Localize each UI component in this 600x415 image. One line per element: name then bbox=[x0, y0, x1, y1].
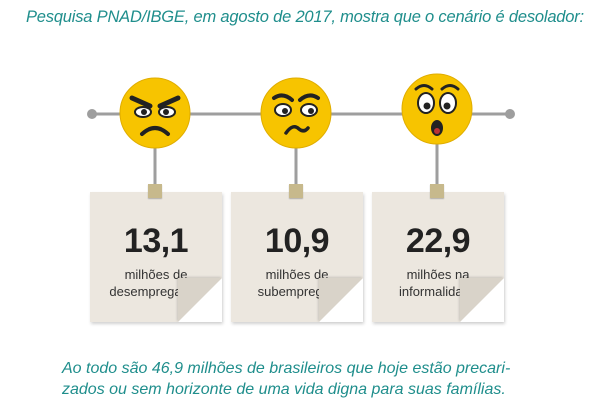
pin bbox=[289, 184, 303, 198]
headline: Pesquisa PNAD/IBGE, em agosto de 2017, m… bbox=[26, 8, 584, 26]
stat-description: milhões na informalidade bbox=[376, 266, 500, 300]
pin bbox=[430, 184, 444, 198]
angry-face-icon bbox=[119, 77, 191, 149]
frowning-face-icon bbox=[260, 77, 332, 149]
footer-text: Ao todo são 46,9 milhões de brasileiros … bbox=[62, 358, 582, 400]
stat-card-unemployed: 13,1 milhões de desempregados bbox=[90, 192, 222, 322]
stat-value: 10,9 bbox=[264, 222, 330, 260]
stat-description: milhões de desempregados bbox=[94, 266, 218, 300]
stat-value: 13,1 bbox=[123, 222, 189, 260]
footer-line: zados ou sem horizonte de uma vida digna… bbox=[62, 381, 506, 398]
stat-description-line: milhões de bbox=[124, 267, 188, 282]
footer-line: Ao todo são 46,9 milhões de brasileiros … bbox=[62, 360, 511, 377]
stat-description: milhões de subempregos bbox=[235, 266, 359, 300]
shocked-face-icon bbox=[401, 73, 473, 145]
stat-card-informal: 22,9 milhões na informalidade bbox=[372, 192, 504, 322]
stat-description-line: informalidade bbox=[398, 284, 478, 299]
stat-value: 22,9 bbox=[405, 222, 471, 260]
stat-card-underemployed: 10,9 milhões de subempregos bbox=[231, 192, 363, 322]
stat-description-line: desempregados bbox=[109, 284, 203, 299]
stat-description-line: milhões na bbox=[406, 267, 470, 282]
stat-description-line: subempregos bbox=[257, 284, 337, 299]
stat-description-line: milhões de bbox=[265, 267, 329, 282]
timeline-end-dot-right bbox=[505, 109, 515, 119]
timeline-end-dot-left bbox=[87, 109, 97, 119]
pin bbox=[148, 184, 162, 198]
